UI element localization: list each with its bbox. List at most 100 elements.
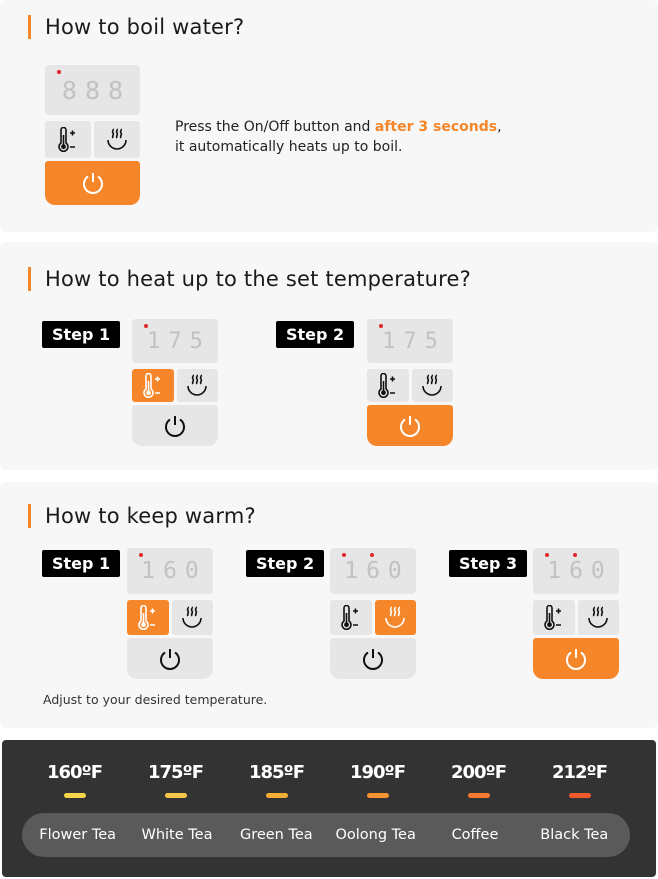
boil-section: How to boil water? 888 Press the On/Off … (0, 0, 658, 232)
control-panel: 160 (533, 548, 619, 688)
steam-icon (184, 373, 210, 399)
steam-icon (585, 605, 611, 631)
warm-note: Adjust to your desired temperature. (43, 692, 268, 707)
digital-display: 175 (367, 319, 453, 363)
temperature-color-bar (568, 793, 591, 798)
thermometer-icon (336, 604, 366, 631)
indicator-dot (139, 553, 143, 557)
keep-warm-button[interactable] (374, 600, 416, 635)
temperature-color-bar (63, 793, 86, 798)
digital-display: 160 (127, 548, 213, 594)
steam-icon (382, 605, 408, 631)
beverage-name: Black Tea (540, 827, 609, 843)
boil-instructions: Press the On/Off button and after 3 seco… (175, 117, 502, 157)
keep-warm-button[interactable] (94, 121, 140, 158)
display-digits: 160 (547, 558, 613, 584)
temperature-value: 175ºF (147, 762, 204, 783)
power-button[interactable] (132, 405, 218, 446)
temperature-value: 212ºF (551, 762, 608, 783)
display-digits: 888 (61, 75, 132, 105)
text: Press the On/Off button and (175, 119, 375, 135)
control-panel: 175 (132, 319, 218, 455)
temperature-value: 190ºF (349, 762, 406, 783)
temperature-button[interactable] (127, 600, 169, 635)
indicator-dot (573, 553, 577, 557)
steam-icon (419, 373, 445, 399)
heat-section: How to heat up to the set temperature? S… (0, 242, 658, 470)
power-icon (359, 645, 387, 673)
temperature-color-bar (366, 793, 389, 798)
display-digits: 160 (141, 558, 207, 584)
beverage-name: Flower Tea (39, 827, 117, 843)
indicator-dot (57, 70, 61, 74)
power-button[interactable] (127, 638, 213, 679)
beverage-name: Oolong Tea (335, 827, 416, 843)
step-label: Step 3 (449, 550, 528, 577)
boil-title: How to boil water? (28, 15, 244, 39)
control-panel: 160 (127, 548, 213, 688)
power-icon (161, 412, 189, 440)
temperature-item: 212ºF (529, 762, 630, 798)
indicator-dot (370, 553, 374, 557)
temperature-value: 185ºF (248, 762, 305, 783)
text: , (497, 119, 502, 135)
temperature-color-bar (265, 793, 288, 798)
display-digits: 160 (344, 558, 410, 584)
thermometer-icon (133, 604, 163, 631)
indicator-dot (342, 553, 346, 557)
digital-display: 175 (132, 319, 218, 363)
warm-section: How to keep warm? Step 1 160 Step 2 160 … (0, 482, 658, 728)
temperature-value: 160ºF (46, 762, 103, 783)
step-label: Step 2 (276, 321, 355, 348)
power-icon (79, 169, 107, 197)
thermometer-icon (138, 372, 168, 399)
temperature-button[interactable] (132, 369, 174, 402)
power-icon (562, 645, 590, 673)
temperature-button[interactable] (533, 600, 575, 635)
digital-display: 160 (533, 548, 619, 594)
temperature-item: 200ºF (428, 762, 529, 798)
digital-display: 160 (330, 548, 416, 594)
temperature-color-bar (164, 793, 187, 798)
text: it automatically heats up to boil. (175, 139, 403, 155)
thermometer-icon (53, 126, 83, 153)
power-button[interactable] (533, 638, 619, 679)
beverage-name: Green Tea (239, 827, 313, 843)
control-panel: 888 (45, 65, 140, 214)
power-icon (156, 645, 184, 673)
power-button[interactable] (330, 638, 416, 679)
step-label: Step 2 (246, 550, 325, 577)
temperature-item: 185ºF (226, 762, 327, 798)
control-panel: 175 (367, 319, 453, 455)
digital-display: 888 (45, 65, 140, 115)
temperature-button[interactable] (45, 121, 91, 158)
indicator-dot (545, 553, 549, 557)
warm-title: How to keep warm? (28, 504, 256, 528)
control-panel: 160 (330, 548, 416, 688)
step-label: Step 1 (42, 321, 121, 348)
step-label: Step 1 (42, 550, 121, 577)
power-button[interactable] (45, 161, 140, 205)
beverage-row: Flower Tea White Tea Green Tea Oolong Tea Co… (22, 813, 630, 857)
beverage-name: White Tea (141, 827, 213, 843)
power-icon (396, 412, 424, 440)
keep-warm-button[interactable] (577, 600, 619, 635)
thermometer-icon (539, 604, 569, 631)
indicator-dot (379, 324, 383, 328)
keep-warm-button[interactable] (171, 600, 213, 635)
temperature-row: 160ºF 175ºF 185ºF 190ºF 200ºF 212ºF (24, 762, 630, 798)
temperature-value: 200ºF (450, 762, 507, 783)
temperature-button[interactable] (367, 369, 409, 402)
beverage-name: Coffee (451, 827, 499, 843)
highlight-text: after 3 seconds (374, 119, 498, 135)
thermometer-icon (373, 372, 403, 399)
keep-warm-button[interactable] (411, 369, 453, 402)
steam-icon (179, 605, 205, 631)
temperature-button[interactable] (330, 600, 372, 635)
keep-warm-button[interactable] (176, 369, 218, 402)
power-button[interactable] (367, 405, 453, 446)
temperature-item: 175ºF (125, 762, 226, 798)
indicator-dot (144, 324, 148, 328)
display-digits: 175 (147, 328, 211, 354)
temperature-guide: 160ºF 175ºF 185ºF 190ºF 200ºF 212ºF Flower Te… (2, 740, 656, 877)
